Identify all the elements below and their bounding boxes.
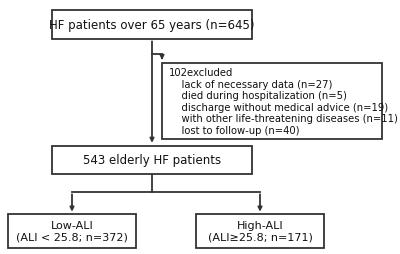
Text: HF patients over 65 years (n=645): HF patients over 65 years (n=645)	[49, 19, 255, 32]
FancyBboxPatch shape	[196, 215, 324, 248]
Text: 102excluded
    lack of necessary data (n=27)
    died during hospitalization (n: 102excluded lack of necessary data (n=27…	[169, 68, 398, 135]
Text: 543 elderly HF patients: 543 elderly HF patients	[83, 154, 221, 166]
Text: High-ALI
(ALI≥25.8; n=171): High-ALI (ALI≥25.8; n=171)	[208, 220, 312, 242]
FancyBboxPatch shape	[52, 146, 252, 174]
FancyBboxPatch shape	[8, 215, 136, 248]
FancyBboxPatch shape	[162, 64, 382, 140]
Text: Low-ALI
(ALI < 25.8; n=372): Low-ALI (ALI < 25.8; n=372)	[16, 220, 128, 242]
FancyBboxPatch shape	[52, 11, 252, 39]
